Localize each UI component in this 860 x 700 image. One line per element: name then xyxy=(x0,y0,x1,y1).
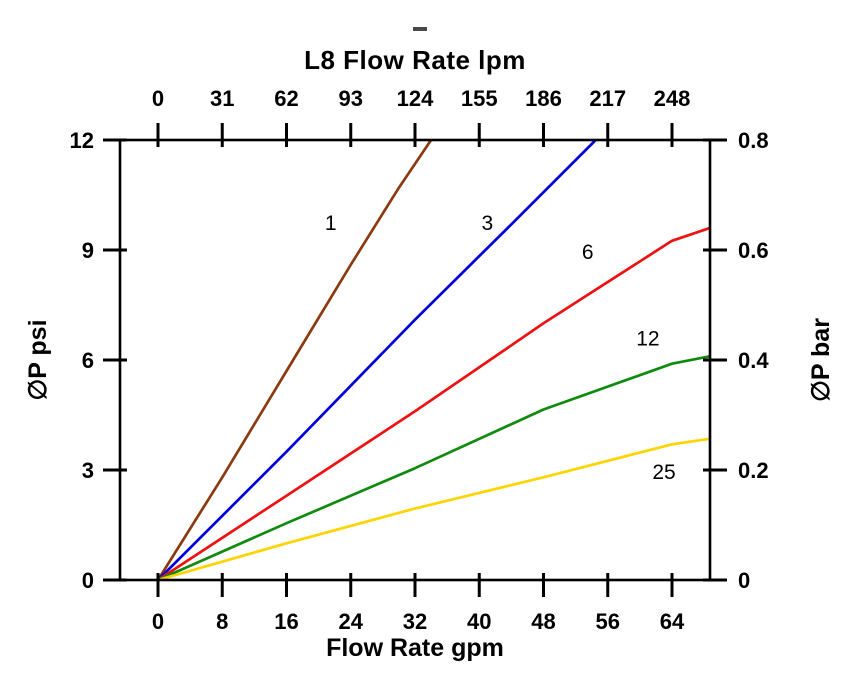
bottom-axis-tick-label: 16 xyxy=(274,609,298,634)
bottom-axis-tick-label: 8 xyxy=(216,609,228,634)
bottom-axis-tick-label: 64 xyxy=(660,609,685,634)
left-axis-tick-label: 3 xyxy=(82,458,94,483)
bottom-axis-tick-label: 24 xyxy=(339,609,364,634)
series-label-1: 1 xyxy=(325,212,337,235)
bottom-axis-title: Flow Rate gpm xyxy=(326,634,504,662)
bottom-axis-tick-label: 40 xyxy=(467,609,491,634)
right-axis-tick-label: 0 xyxy=(738,568,750,593)
top-axis-tick-label: 217 xyxy=(589,86,626,111)
series-line-25 xyxy=(157,437,710,580)
bottom-axis-tick-label: 48 xyxy=(531,609,555,634)
series-label-3: 3 xyxy=(481,212,493,235)
series-label-25: 25 xyxy=(652,461,675,484)
top-axis-tick-label: 248 xyxy=(654,86,691,111)
left-axis-tick-label: 0 xyxy=(82,568,94,593)
series-label-6: 6 xyxy=(582,241,594,264)
right-axis-tick-label: 0.4 xyxy=(738,348,769,373)
right-axis-tick-label: 0.8 xyxy=(738,128,769,153)
plot-frame xyxy=(118,138,712,582)
series-label-12: 12 xyxy=(636,327,659,350)
bottom-axis-tick-label: 32 xyxy=(403,609,427,634)
top-axis-tick-label: 186 xyxy=(525,86,562,111)
series-line-1 xyxy=(156,140,433,580)
right-axis-title: ∅P bar xyxy=(807,318,835,402)
left-axis-tick-label: 12 xyxy=(70,128,94,153)
left-axis-tick-label: 9 xyxy=(82,238,94,263)
left-axis-title: ∅P psi xyxy=(24,319,52,401)
series-group xyxy=(156,140,710,580)
top-axis-tick-label: 31 xyxy=(210,86,234,111)
top-axis-tick-label: 62 xyxy=(274,86,298,111)
top-axis-tick-label: 93 xyxy=(339,86,363,111)
top-axis-tick-label: 0 xyxy=(152,86,164,111)
series-line-3 xyxy=(157,140,597,580)
right-axis-tick-label: 0.6 xyxy=(738,238,769,263)
right-axis-tick-label: 0.2 xyxy=(738,458,769,483)
top-axis-title: L8 Flow Rate lpm xyxy=(304,45,526,75)
top-axis-tick-label: 155 xyxy=(461,86,498,111)
series-line-12 xyxy=(157,354,710,580)
top-axis-tick-label: 124 xyxy=(397,86,434,111)
left-axis-tick-label: 6 xyxy=(82,348,94,373)
bottom-axis-tick-label: 56 xyxy=(596,609,620,634)
series-line-6 xyxy=(157,226,710,580)
bottom-axis-tick-label: 0 xyxy=(152,609,164,634)
cropped-text-artifact xyxy=(413,27,427,31)
